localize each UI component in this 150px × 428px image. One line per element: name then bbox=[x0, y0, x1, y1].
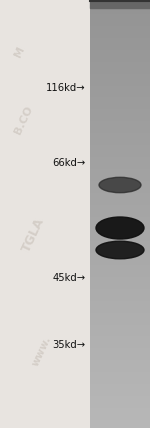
Ellipse shape bbox=[96, 241, 144, 259]
Ellipse shape bbox=[99, 177, 141, 193]
Text: www.: www. bbox=[31, 334, 53, 368]
Text: TGLA: TGLA bbox=[19, 216, 47, 255]
Text: B.CO: B.CO bbox=[13, 104, 35, 136]
Bar bbox=[90, 0, 150, 8]
Text: 35kd→: 35kd→ bbox=[52, 340, 86, 350]
Text: M: M bbox=[13, 44, 26, 59]
Text: 66kd→: 66kd→ bbox=[52, 158, 86, 168]
Text: 116kd→: 116kd→ bbox=[46, 83, 86, 93]
Ellipse shape bbox=[96, 217, 144, 239]
Text: 45kd→: 45kd→ bbox=[52, 273, 86, 283]
